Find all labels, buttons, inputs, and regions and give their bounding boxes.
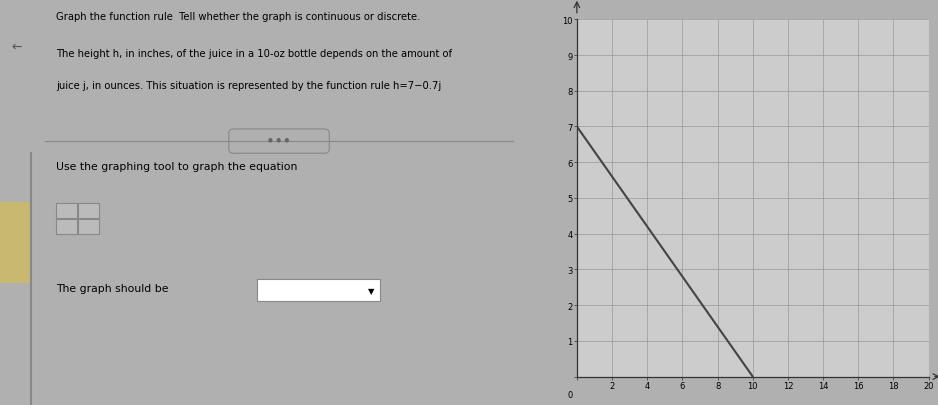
Text: 0: 0 — [567, 390, 572, 399]
Bar — [257, 279, 380, 302]
Bar — [78, 220, 99, 235]
Text: ▼: ▼ — [368, 286, 374, 295]
Text: The height h, in inches, of the juice in a 10-oz bottle depends on the amount of: The height h, in inches, of the juice in… — [56, 49, 452, 59]
Bar — [78, 203, 99, 219]
Text: ●  ●  ●: ● ● ● — [268, 137, 290, 142]
Text: Graph the function rule  Tell whether the graph is continuous or discrete.: Graph the function rule Tell whether the… — [56, 12, 420, 22]
Bar — [0, 202, 31, 284]
Bar — [56, 203, 77, 219]
Text: juice j, in ounces. This situation is represented by the function rule h=7−0.7j: juice j, in ounces. This situation is re… — [56, 81, 441, 91]
Text: The graph should be: The graph should be — [56, 284, 168, 294]
Text: ←: ← — [11, 40, 22, 53]
Bar — [56, 220, 77, 235]
Text: Use the graphing tool to graph the equation: Use the graphing tool to graph the equat… — [56, 162, 297, 172]
FancyBboxPatch shape — [229, 130, 329, 154]
